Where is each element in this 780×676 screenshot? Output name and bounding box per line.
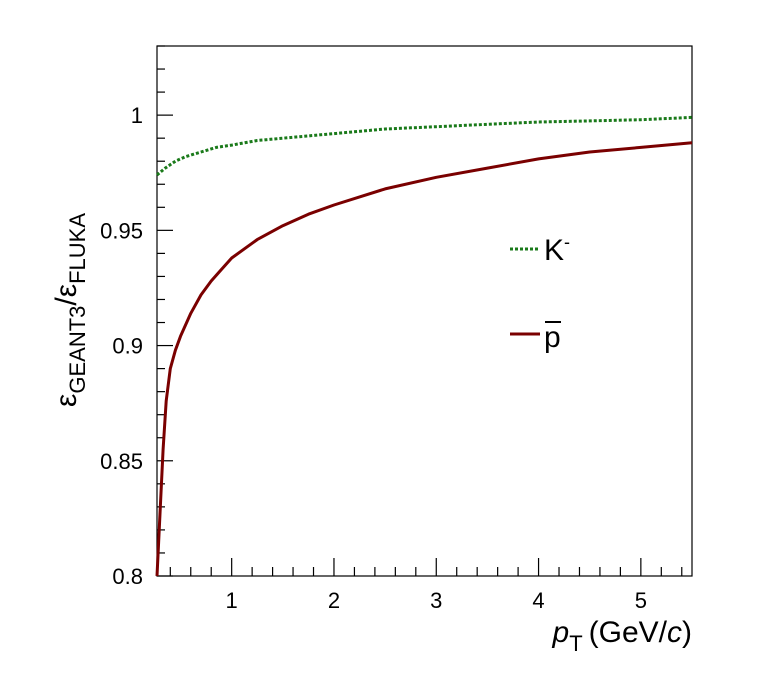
y-tick-label: 1: [131, 103, 143, 128]
legend: K- p: [510, 232, 570, 354]
legend-label-antiproton: p: [544, 321, 561, 354]
x-axis-title: pT (GeV/c): [552, 616, 693, 656]
x-tick-label: 1: [226, 588, 238, 613]
plot-frame: [156, 45, 693, 577]
x-tick-label: 3: [430, 588, 442, 613]
x-tick-label: 4: [532, 588, 544, 613]
y-axis-title: εGEANT3/εFLUKA: [50, 213, 90, 407]
y-tick-label: 0.8: [112, 564, 143, 589]
series-line-antiproton: [155, 141, 693, 577]
x-tick-label: 2: [328, 588, 340, 613]
series-line-k-minus: [156, 115, 693, 177]
y-tick-label: 0.9: [112, 334, 143, 359]
y-tick-label: 0.85: [100, 449, 143, 474]
x-tick-label: 5: [635, 588, 647, 613]
y-tick-label: 0.95: [100, 218, 143, 243]
legend-label-k-minus: K-: [544, 232, 570, 267]
